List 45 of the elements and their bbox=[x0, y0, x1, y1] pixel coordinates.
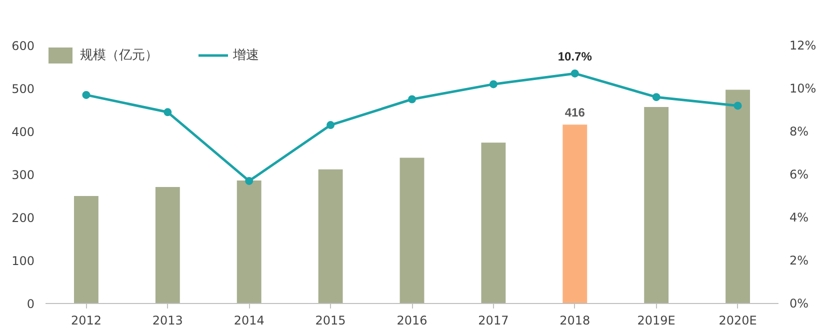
point bbox=[245, 176, 254, 185]
bar bbox=[562, 124, 588, 304]
data-label: 416 bbox=[564, 106, 586, 120]
legend-label: 增速 bbox=[233, 47, 259, 64]
x-tick-label: 2019E bbox=[637, 314, 676, 328]
bar bbox=[155, 186, 180, 304]
bar bbox=[318, 169, 343, 304]
bar bbox=[236, 180, 262, 304]
point bbox=[652, 93, 660, 102]
x-tick-label: 2016 bbox=[396, 314, 428, 328]
y2-tick-label: 0% bbox=[790, 296, 809, 310]
y2-tick-label: 2% bbox=[790, 254, 809, 268]
bar bbox=[481, 142, 506, 304]
y-tick-label: 600 bbox=[12, 39, 34, 53]
y-tick-label: 300 bbox=[12, 168, 34, 182]
data-label: 10.7% bbox=[558, 49, 592, 64]
point bbox=[82, 90, 90, 99]
x-tick-label: 2017 bbox=[478, 314, 509, 328]
x-tick-label: 2013 bbox=[152, 314, 183, 328]
y2-tick-label: 12% bbox=[790, 38, 816, 52]
y-tick-label: 500 bbox=[12, 82, 34, 96]
bar bbox=[74, 196, 98, 304]
y2-tick-label: 8% bbox=[790, 124, 809, 138]
point bbox=[489, 80, 498, 88]
point bbox=[326, 121, 335, 130]
x-tick-label: 2015 bbox=[315, 314, 346, 328]
legend-label: 规模（亿元） bbox=[80, 47, 158, 64]
y2-tick-label: 4% bbox=[790, 210, 809, 224]
bar bbox=[400, 158, 424, 304]
y-tick-label: 100 bbox=[12, 254, 34, 268]
point bbox=[408, 95, 416, 104]
y2-tick-label: 6% bbox=[790, 168, 809, 182]
x-tick-label: 2014 bbox=[234, 314, 264, 328]
bar bbox=[726, 90, 750, 304]
point bbox=[570, 69, 579, 78]
y-tick-label: 200 bbox=[12, 211, 34, 225]
y2-tick-label: 10% bbox=[790, 82, 816, 96]
x-tick-label: 2018 bbox=[560, 314, 590, 328]
point bbox=[164, 108, 172, 116]
x-tick-label: 2012 bbox=[70, 314, 102, 328]
y-tick-label: 400 bbox=[12, 125, 34, 139]
y-tick-label: 0 bbox=[26, 297, 35, 311]
point bbox=[734, 102, 742, 110]
bar bbox=[644, 106, 669, 304]
x-tick-label: 2020E bbox=[718, 314, 757, 328]
